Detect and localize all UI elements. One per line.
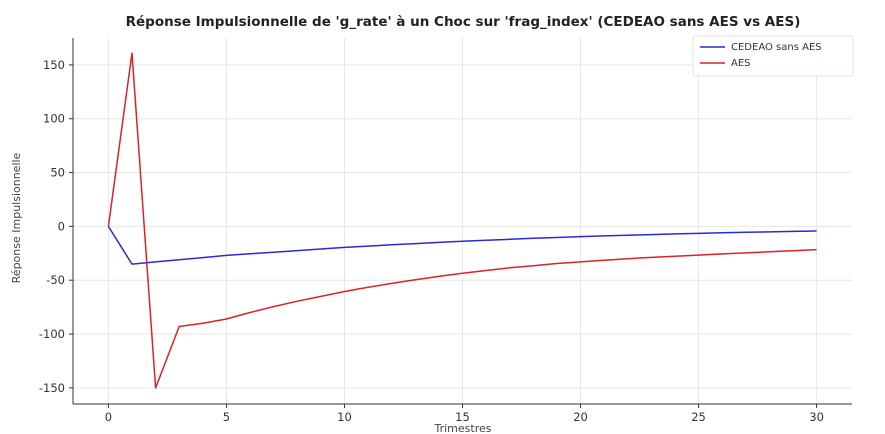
series-line-cedeao [107, 226, 817, 265]
axes-layer: 0 5 10 15 20 25 30 -150 -100 -50 0 50 100 150 [39, 38, 852, 424]
x-tick-label: 0 [105, 410, 112, 424]
y-tick-label: 50 [50, 166, 65, 180]
legend-label-cedeao: CEDEAO sans AES [731, 42, 822, 53]
series-layer [107, 52, 817, 389]
y-tick-label: -100 [39, 327, 65, 341]
y-tick-label: -150 [39, 381, 65, 395]
y-tick-label: 150 [43, 58, 65, 72]
x-tick-label: 5 [223, 410, 230, 424]
legend: CEDEAO sans AES AES [692, 35, 854, 77]
y-tick-label: 0 [58, 219, 65, 233]
x-tick-label: 20 [573, 410, 588, 424]
legend-box [692, 35, 854, 77]
y-axis-label: Réponse Impulsionnelle [10, 152, 23, 283]
x-tick-label: 15 [455, 410, 470, 424]
grid-layer [73, 38, 852, 404]
y-tick-label: -50 [46, 273, 65, 287]
x-tick-label: 30 [809, 410, 824, 424]
legend-label-aes: AES [731, 58, 751, 69]
chart-title: Réponse Impulsionnelle de 'g_rate' à un … [126, 14, 801, 30]
x-axis-label: Trimestres [434, 422, 492, 434]
x-tick-label: 25 [691, 410, 706, 424]
series-line-aes [107, 52, 817, 389]
y-tick-label: 100 [43, 112, 65, 126]
x-tick-label: 10 [337, 410, 352, 424]
